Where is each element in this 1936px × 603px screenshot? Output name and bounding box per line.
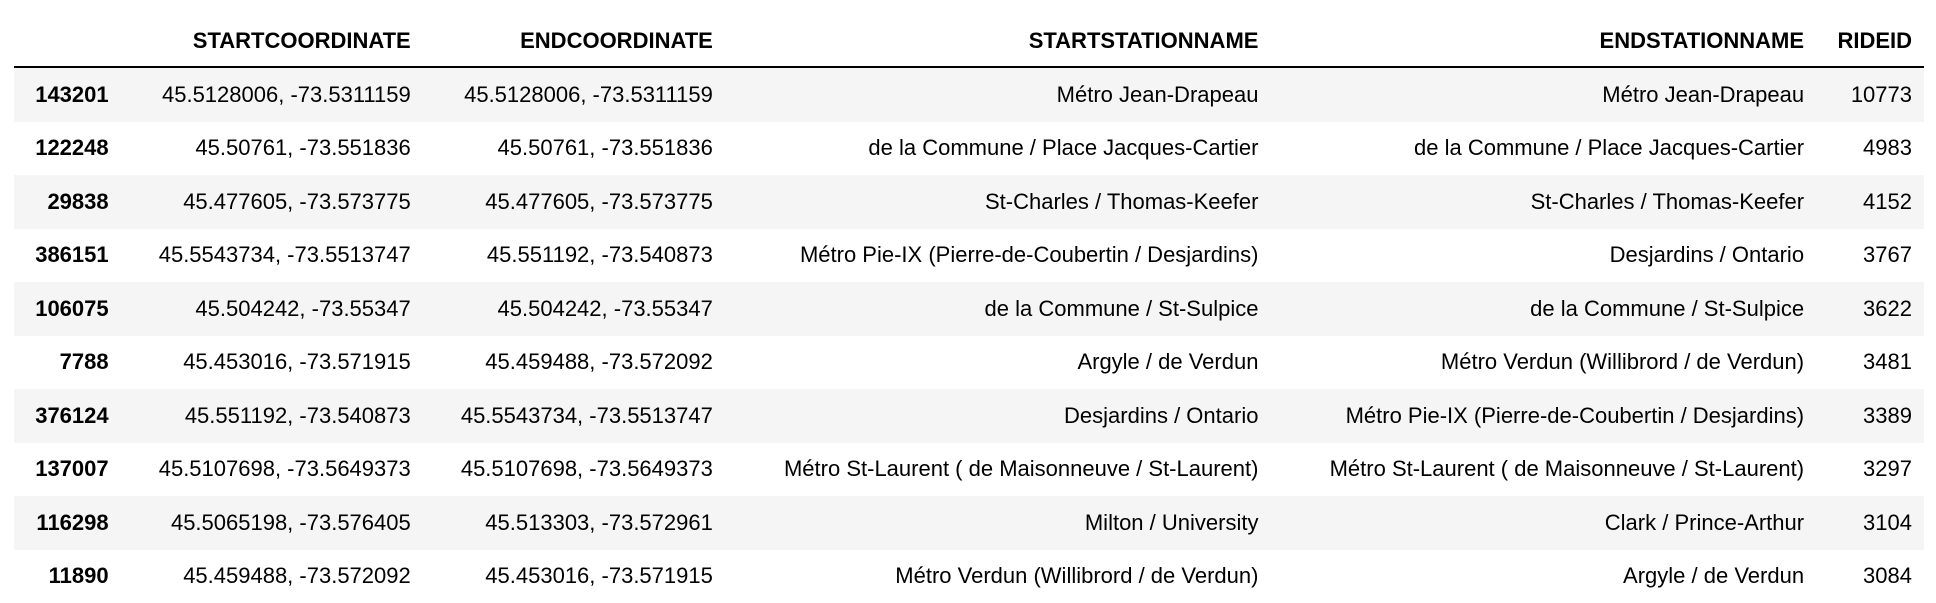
end-coordinate-cell: 45.459488, -73.572092 bbox=[423, 336, 725, 390]
row-index: 116298 bbox=[14, 496, 121, 550]
column-header-rideid: RIDEID bbox=[1816, 16, 1924, 67]
ride-id-cell: 3297 bbox=[1816, 443, 1924, 497]
column-header-endstationname: ENDSTATIONNAME bbox=[1270, 16, 1816, 67]
dataframe-table: STARTCOORDINATE ENDCOORDINATE STARTSTATI… bbox=[14, 16, 1924, 603]
end-coordinate-cell: 45.477605, -73.573775 bbox=[423, 175, 725, 229]
row-index: 122248 bbox=[14, 122, 121, 176]
start-station-cell: Métro St-Laurent ( de Maisonneuve / St-L… bbox=[725, 443, 1271, 497]
start-station-cell: Métro Jean-Drapeau bbox=[725, 67, 1271, 122]
start-station-cell: Desjardins / Ontario bbox=[725, 389, 1271, 443]
start-station-cell: Métro Pie-IX (Pierre-de-Coubertin / Desj… bbox=[725, 229, 1271, 283]
index-header bbox=[14, 16, 121, 67]
ride-id-cell: 3389 bbox=[1816, 389, 1924, 443]
ride-id-cell: 3767 bbox=[1816, 229, 1924, 283]
start-coordinate-cell: 45.453016, -73.571915 bbox=[121, 336, 423, 390]
end-station-cell: St-Charles / Thomas-Keefer bbox=[1270, 175, 1816, 229]
row-index: 106075 bbox=[14, 282, 121, 336]
start-station-cell: Métro Verdun (Willibrord / de Verdun) bbox=[725, 550, 1271, 603]
end-coordinate-cell: 45.504242, -73.55347 bbox=[423, 282, 725, 336]
column-header-endcoordinate: ENDCOORDINATE bbox=[423, 16, 725, 67]
end-coordinate-cell: 45.551192, -73.540873 bbox=[423, 229, 725, 283]
start-station-cell: de la Commune / St-Sulpice bbox=[725, 282, 1271, 336]
start-station-cell: Milton / University bbox=[725, 496, 1271, 550]
end-coordinate-cell: 45.453016, -73.571915 bbox=[423, 550, 725, 603]
start-coordinate-cell: 45.5543734, -73.5513747 bbox=[121, 229, 423, 283]
row-index: 11890 bbox=[14, 550, 121, 603]
row-index: 29838 bbox=[14, 175, 121, 229]
ride-id-cell: 4983 bbox=[1816, 122, 1924, 176]
end-station-cell: de la Commune / St-Sulpice bbox=[1270, 282, 1816, 336]
end-station-cell: Métro St-Laurent ( de Maisonneuve / St-L… bbox=[1270, 443, 1816, 497]
table-header: STARTCOORDINATE ENDCOORDINATE STARTSTATI… bbox=[14, 16, 1924, 67]
start-coordinate-cell: 45.459488, -73.572092 bbox=[121, 550, 423, 603]
end-station-cell: Métro Jean-Drapeau bbox=[1270, 67, 1816, 122]
end-station-cell: Argyle / de Verdun bbox=[1270, 550, 1816, 603]
end-coordinate-cell: 45.5128006, -73.5311159 bbox=[423, 67, 725, 122]
ride-id-cell: 3104 bbox=[1816, 496, 1924, 550]
row-index: 376124 bbox=[14, 389, 121, 443]
end-station-cell: Métro Pie-IX (Pierre-de-Coubertin / Desj… bbox=[1270, 389, 1816, 443]
ride-id-cell: 4152 bbox=[1816, 175, 1924, 229]
column-header-startcoordinate: STARTCOORDINATE bbox=[121, 16, 423, 67]
start-station-cell: de la Commune / Place Jacques-Cartier bbox=[725, 122, 1271, 176]
start-coordinate-cell: 45.5107698, -73.5649373 bbox=[121, 443, 423, 497]
header-row: STARTCOORDINATE ENDCOORDINATE STARTSTATI… bbox=[14, 16, 1924, 67]
end-station-cell: Métro Verdun (Willibrord / de Verdun) bbox=[1270, 336, 1816, 390]
end-station-cell: Desjardins / Ontario bbox=[1270, 229, 1816, 283]
start-station-cell: St-Charles / Thomas-Keefer bbox=[725, 175, 1271, 229]
end-coordinate-cell: 45.5543734, -73.5513747 bbox=[423, 389, 725, 443]
row-index: 137007 bbox=[14, 443, 121, 497]
row-index: 143201 bbox=[14, 67, 121, 122]
start-coordinate-cell: 45.50761, -73.551836 bbox=[121, 122, 423, 176]
start-coordinate-cell: 45.5128006, -73.5311159 bbox=[121, 67, 423, 122]
end-station-cell: de la Commune / Place Jacques-Cartier bbox=[1270, 122, 1816, 176]
start-station-cell: Argyle / de Verdun bbox=[725, 336, 1271, 390]
end-coordinate-cell: 45.50761, -73.551836 bbox=[423, 122, 725, 176]
end-station-cell: Clark / Prince-Arthur bbox=[1270, 496, 1816, 550]
end-coordinate-cell: 45.513303, -73.572961 bbox=[423, 496, 725, 550]
column-header-startstationname: STARTSTATIONNAME bbox=[725, 16, 1271, 67]
start-coordinate-cell: 45.477605, -73.573775 bbox=[121, 175, 423, 229]
start-coordinate-cell: 45.504242, -73.55347 bbox=[121, 282, 423, 336]
ride-id-cell: 10773 bbox=[1816, 67, 1924, 122]
row-index: 7788 bbox=[14, 336, 121, 390]
end-coordinate-cell: 45.5107698, -73.5649373 bbox=[423, 443, 725, 497]
start-coordinate-cell: 45.5065198, -73.576405 bbox=[121, 496, 423, 550]
row-index: 386151 bbox=[14, 229, 121, 283]
ride-id-cell: 3622 bbox=[1816, 282, 1924, 336]
ride-id-cell: 3084 bbox=[1816, 550, 1924, 603]
ride-id-cell: 3481 bbox=[1816, 336, 1924, 390]
start-coordinate-cell: 45.551192, -73.540873 bbox=[121, 389, 423, 443]
